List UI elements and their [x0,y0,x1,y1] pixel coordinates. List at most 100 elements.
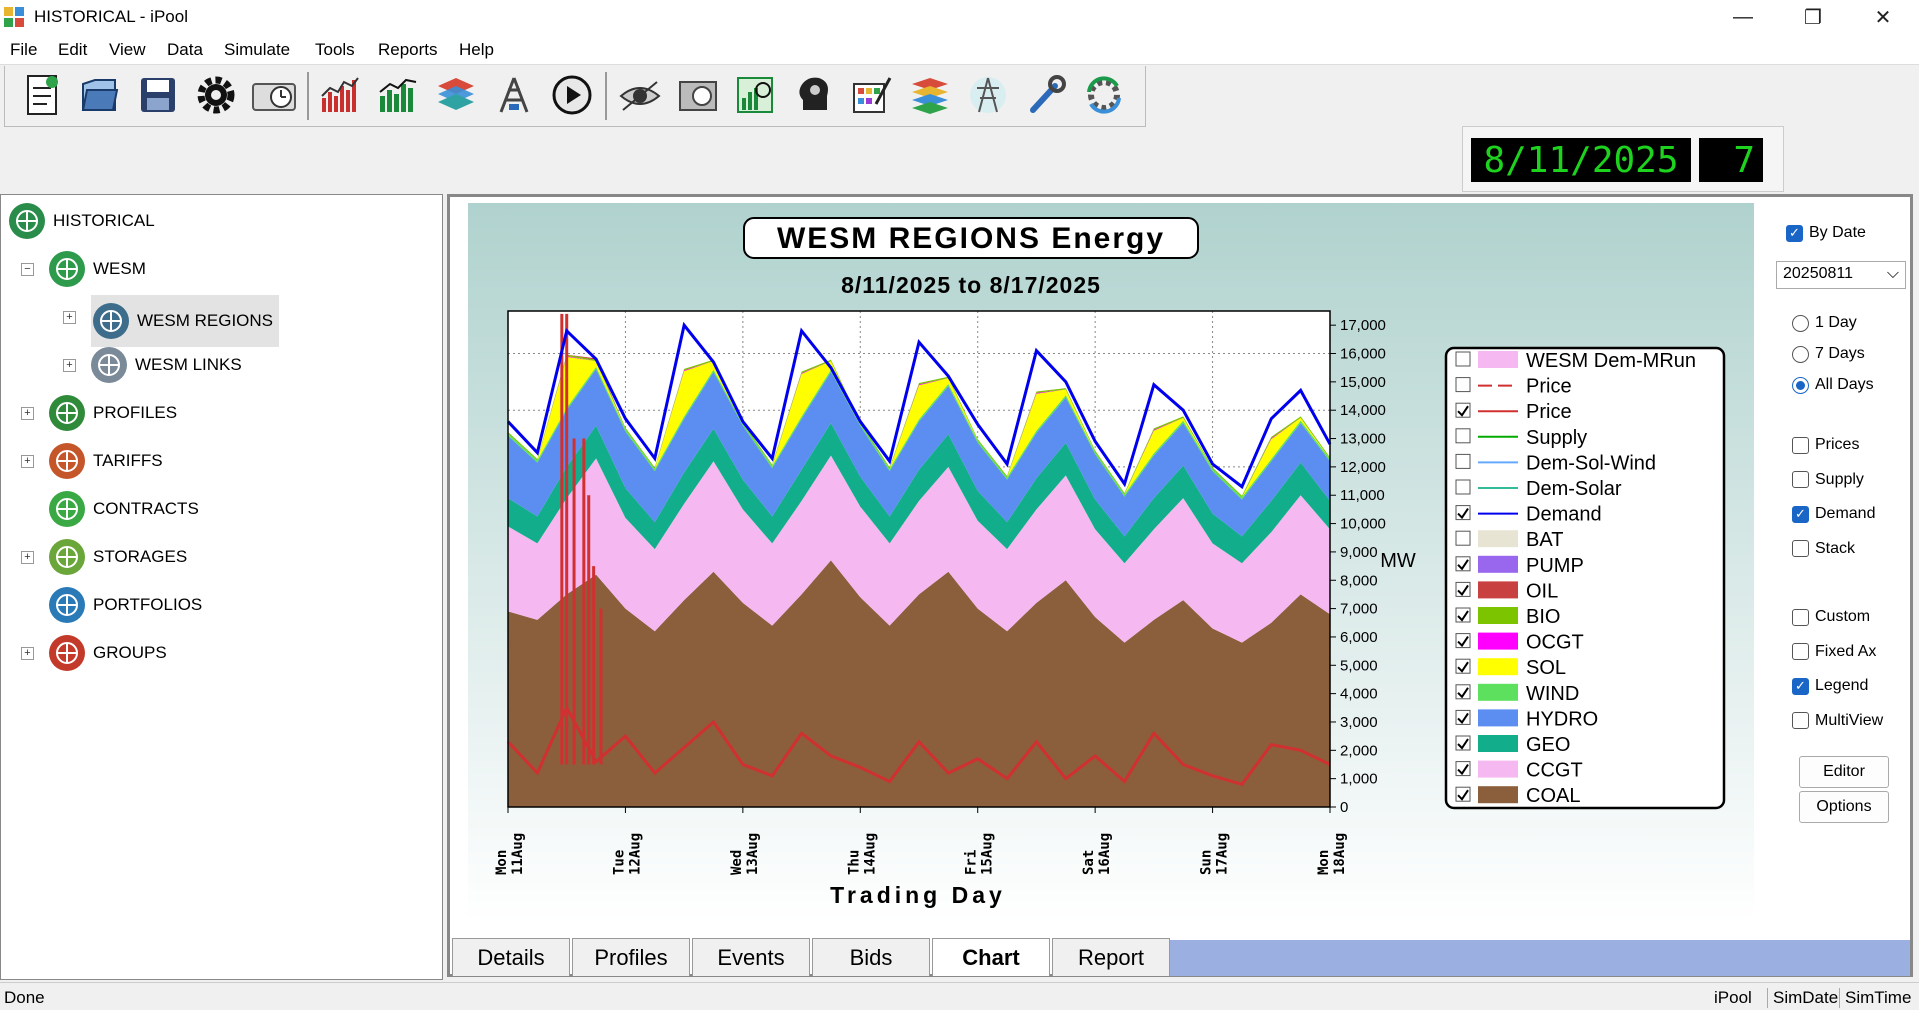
tree-item-contracts[interactable]: CONTRACTS [49,487,199,531]
transmission-button[interactable] [963,70,1013,120]
legend-checkbox[interactable]: ✓ Legend [1792,677,1868,695]
tree-item-historical[interactable]: HISTORICAL [9,199,155,243]
editor-button[interactable]: Editor [1799,756,1889,788]
menu-data[interactable]: Data [167,40,203,59]
tree-item-wesm-regions[interactable]: WESM REGIONS [91,295,280,347]
menu-help[interactable]: Help [459,40,494,59]
range-option-2[interactable]: All Days [1792,376,1874,394]
range-option-1[interactable]: 7 Days [1792,345,1865,363]
filter-button[interactable] [673,70,723,120]
tree-item-wesm-links[interactable]: WESM LINKS [91,343,242,387]
prices-checkbox[interactable]: Prices [1792,436,1859,454]
new-file-button[interactable] [17,70,67,120]
line-chart-icon [321,77,359,112]
refresh-settings-button[interactable] [1079,70,1129,120]
settings-button[interactable] [191,70,241,120]
tab-strip-fill [1170,940,1910,976]
expand-icon[interactable]: + [63,311,76,324]
menu-edit[interactable]: Edit [58,40,88,59]
tab-report[interactable]: Report [1052,938,1170,976]
area-series-coal [508,560,1330,807]
y-tick-label: 3,000 [1340,714,1378,731]
legend-checkbox[interactable] [1455,530,1471,546]
date-lcd: 8/11/2025 [1471,138,1691,182]
menu-file[interactable]: File [10,40,38,59]
tariff-icon [49,443,85,479]
demand-checkbox[interactable]: ✓ Demand [1792,505,1875,523]
tab-profiles[interactable]: Profiles [572,938,690,976]
options-button[interactable]: Options [1799,791,1889,823]
demand-line [506,321,1332,490]
tab-events[interactable]: Events [692,938,810,976]
y-tick-label: 2,000 [1340,742,1378,759]
play-button[interactable] [547,70,597,120]
minimize-button[interactable]: — [1733,5,1753,28]
collapse-icon[interactable]: − [21,263,34,276]
range-option-label: 1 Day [1815,314,1857,331]
expand-icon[interactable]: + [21,647,34,660]
expand-icon[interactable]: + [21,551,34,564]
tab-bids[interactable]: Bids [812,938,930,976]
save-button[interactable] [133,70,183,120]
legend-swatch [1478,632,1518,650]
tree-item-profiles[interactable]: PROFILES [49,391,177,435]
menu-tools[interactable]: Tools [315,40,355,59]
range-option-0[interactable]: 1 Day [1792,314,1857,332]
layers-button[interactable] [431,70,481,120]
menu-reports[interactable]: Reports [378,40,438,59]
custom-checkbox[interactable]: Custom [1792,608,1870,626]
tree-item-groups[interactable]: GROUPS [49,631,167,675]
menu-view[interactable]: View [109,40,146,59]
tree-item-label: GROUPS [93,643,167,662]
multiview-checkbox[interactable]: MultiView [1792,712,1883,730]
by-date-checkbox[interactable]: ✓ By Date [1786,224,1866,242]
checkbox-label: Stack [1815,539,1856,557]
menu-simulate[interactable]: Simulate [224,40,291,59]
filter-icon [679,81,717,111]
brain-button[interactable] [789,70,839,120]
chart-subtitle: 8/11/2025 to 8/17/2025 [841,272,1101,298]
wrench-button[interactable] [1021,70,1071,120]
legend-checkbox[interactable] [1455,453,1471,469]
tree-item-portfolios[interactable]: PORTFOLIOS [49,583,202,627]
legend-checkbox[interactable] [1455,377,1471,393]
tab-details[interactable]: Details [452,938,570,976]
legend-label: SOL [1526,657,1566,679]
groups-icon [49,635,85,671]
schedule-button[interactable] [249,70,299,120]
open-file-button[interactable] [75,70,125,120]
grid-chart-icon [737,77,773,113]
tree-item-label: STORAGES [93,547,188,566]
expand-icon[interactable]: + [21,407,34,420]
stack-button[interactable] [905,70,955,120]
portfolio-chart-icon [49,587,85,623]
status-bar: Done iPool SimDate SimTime [0,982,1919,1010]
tree-item-wesm[interactable]: WESM [49,247,146,291]
line-chart-button[interactable] [315,70,365,120]
maximize-button[interactable]: ❐ [1804,6,1822,29]
radio-icon [1792,376,1809,394]
wrench-icon [1030,75,1066,113]
close-button[interactable]: ✕ [1874,6,1892,29]
y-tick-label: 6,000 [1340,629,1378,646]
legend-checkbox[interactable] [1455,428,1471,444]
x-tick-group: Mon 11Aug [494,833,526,875]
legend-checkbox[interactable] [1455,351,1471,367]
stack-checkbox[interactable]: Stack [1792,540,1855,558]
tree-item-storages[interactable]: STORAGES [49,535,187,579]
supply-checkbox[interactable]: Supply [1792,471,1864,489]
date-select[interactable]: 20250811 ⌵ [1776,261,1906,289]
tower-button[interactable] [489,70,539,120]
fixed-ax-checkbox[interactable]: Fixed Ax [1792,643,1876,661]
view-button[interactable] [615,70,665,120]
legend-checkbox[interactable] [1455,479,1471,495]
bar-chart-button[interactable] [373,70,423,120]
legend-swatch [1478,683,1518,701]
grid-chart-button[interactable] [731,70,781,120]
expand-icon[interactable]: + [63,359,76,372]
palette-button[interactable] [847,70,897,120]
price-line [506,704,1331,787]
tab-chart[interactable]: Chart [932,938,1050,976]
expand-icon[interactable]: + [21,455,34,468]
tree-item-tariffs[interactable]: TARIFFS [49,439,163,483]
